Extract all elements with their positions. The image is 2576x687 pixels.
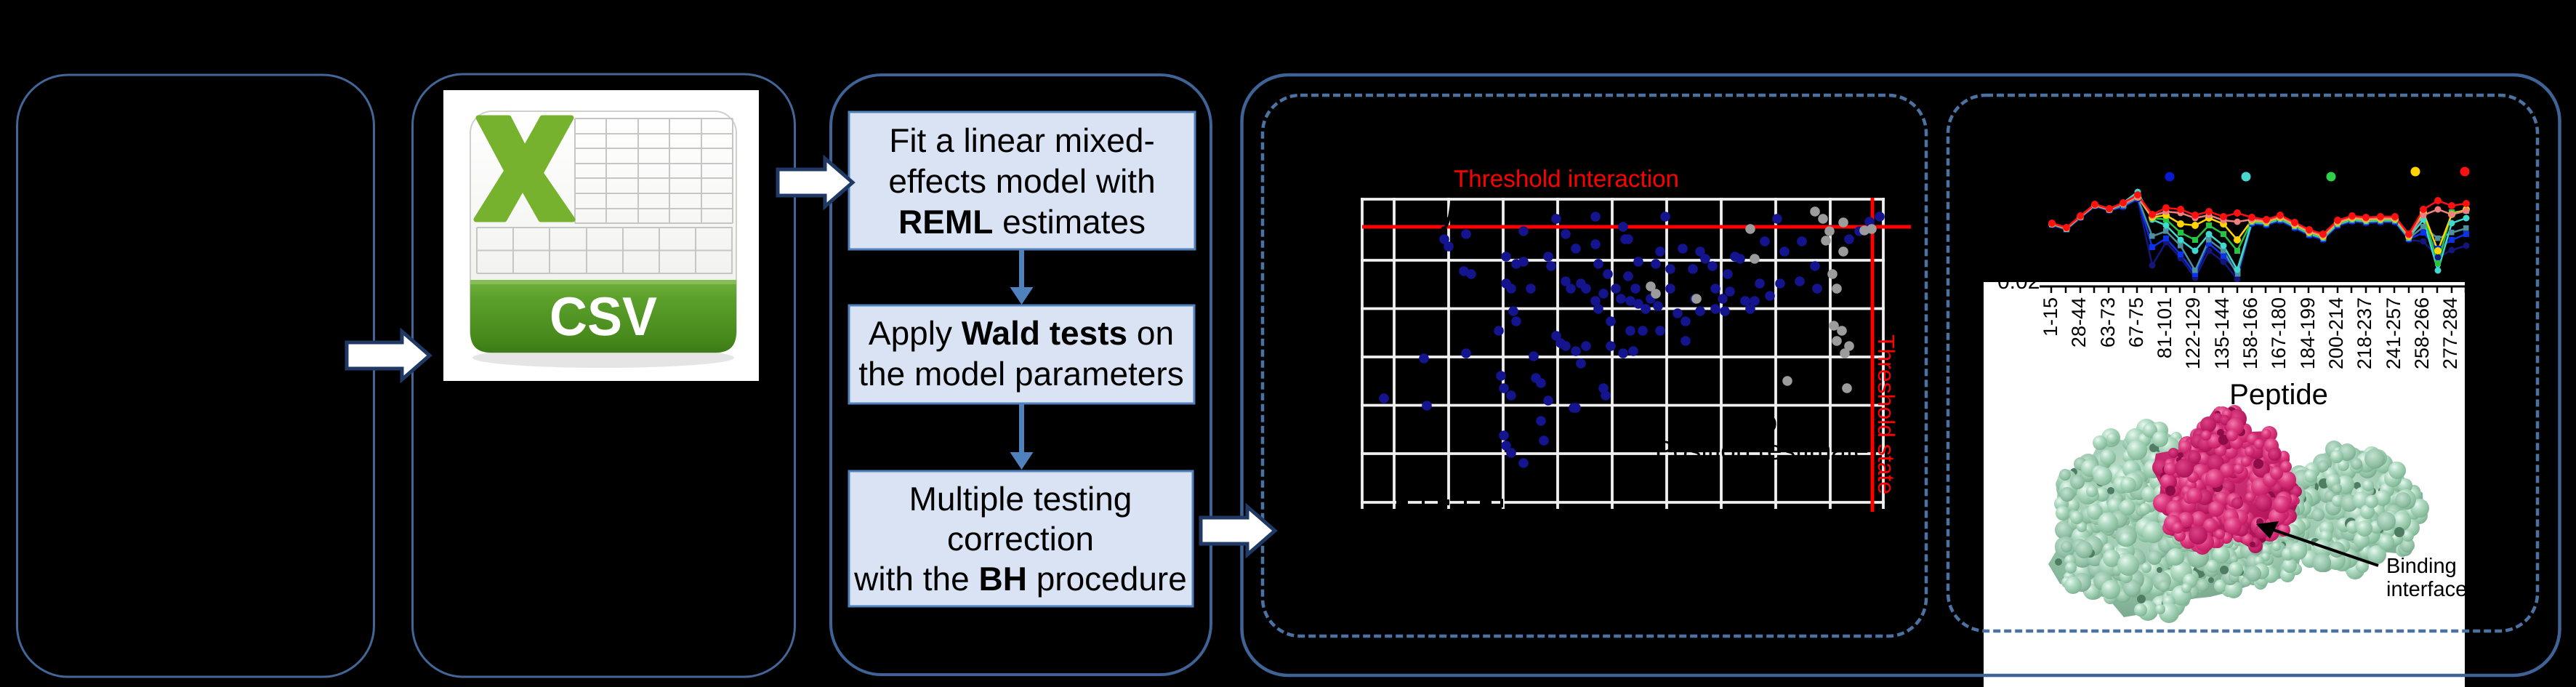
svg-text:Threshold interaction: Threshold interaction — [1454, 165, 1679, 192]
svg-text:Apply Wald tests on: Apply Wald tests on — [869, 314, 1174, 352]
svg-text:Multiple testing: Multiple testing — [909, 480, 1132, 518]
svg-text:interface: interface — [2386, 578, 2467, 601]
svg-text:158-166: 158-166 — [2239, 297, 2261, 369]
svg-text:135-144: 135-144 — [2211, 297, 2233, 369]
svg-text:p D b: p D b — [1736, 409, 1800, 439]
svg-text:63-73: 63-73 — [2097, 297, 2119, 347]
svg-text:200-214: 200-214 — [2325, 297, 2347, 369]
svg-text:the model parameters: the model parameters — [858, 355, 1183, 393]
svg-text:81-101: 81-101 — [2154, 297, 2175, 358]
svg-text:with the BH procedure: with the BH procedure — [853, 560, 1187, 598]
svg-text:CSV: CSV — [550, 286, 657, 347]
svg-text:258-266: 258-266 — [2411, 297, 2433, 369]
svg-text:Peptide: Peptide — [2229, 379, 2328, 411]
svg-text:Fit a linear mixed-: Fit a linear mixed- — [889, 121, 1155, 159]
svg-text:184-199: 184-199 — [2297, 297, 2319, 369]
svg-text:67-75: 67-75 — [2125, 297, 2147, 347]
svg-text:Position (estimate): Position (estimate) — [1655, 435, 1877, 465]
svg-text:Threshold state: Threshold state — [1873, 334, 1899, 494]
svg-text:28-44: 28-44 — [2068, 297, 2090, 347]
svg-text:Binding: Binding — [2386, 555, 2457, 578]
svg-text:122-129: 122-129 — [2182, 297, 2204, 369]
svg-text:277-284: 277-284 — [2439, 297, 2461, 369]
svg-text:correction: correction — [947, 520, 1094, 558]
svg-text:REML estimates: REML estimates — [898, 203, 1146, 241]
svg-text:1-15: 1-15 — [2040, 297, 2061, 337]
svg-text:241-257: 241-257 — [2383, 297, 2404, 369]
svg-text:167-180: 167-180 — [2268, 297, 2290, 369]
svg-text:effects model with: effects model with — [888, 162, 1155, 200]
svg-text:218-237: 218-237 — [2354, 297, 2375, 369]
svg-text:0.02: 0.02 — [1997, 270, 2040, 294]
